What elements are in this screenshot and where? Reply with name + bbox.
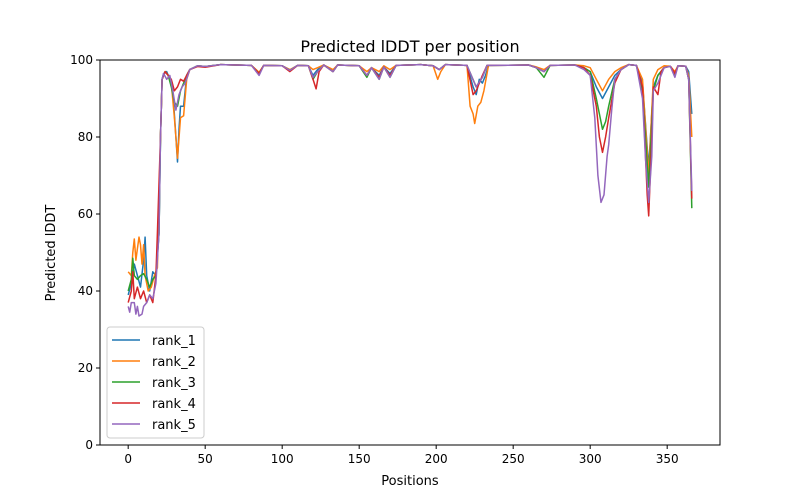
- x-tick-label: 150: [348, 452, 371, 466]
- x-tick-label: 250: [502, 452, 525, 466]
- x-tick-label: 0: [124, 452, 132, 466]
- x-tick-label: 300: [579, 452, 602, 466]
- x-tick-label: 350: [656, 452, 679, 466]
- y-tick-label: 40: [78, 284, 93, 298]
- legend: rank_1 rank_2 rank_3 rank_4 rank_5: [106, 326, 205, 439]
- y-tick-label: 20: [78, 361, 93, 375]
- x-tick-label: 200: [425, 452, 448, 466]
- series-line-rank_1: [127, 63, 693, 296]
- x-axis-label: Positions: [381, 474, 439, 489]
- chart-title: Predicted lDDT per position: [300, 37, 519, 56]
- legend-label: rank_1: [152, 334, 196, 349]
- series-line-rank_5: [127, 63, 693, 317]
- legend-label: rank_2: [152, 355, 196, 370]
- y-axis-label: Predicted lDDT: [44, 205, 59, 302]
- legend-label: rank_5: [152, 418, 196, 433]
- y-tick-label: 60: [78, 207, 93, 221]
- series-line-rank_4: [127, 63, 693, 304]
- plot-frame: [99, 59, 721, 446]
- series-line-rank_3: [127, 63, 693, 292]
- series-layer: [127, 63, 693, 317]
- ticks-layer: 0 50 100 150 200 250 300 350 0 20 40 60 80 100: [70, 53, 679, 466]
- y-tick-label: 80: [78, 130, 93, 144]
- y-tick-label: 100: [70, 53, 93, 67]
- legend-frame: [106, 326, 205, 439]
- legend-label: rank_4: [152, 397, 196, 412]
- y-tick-label: 0: [85, 438, 93, 452]
- x-tick-label: 100: [271, 452, 294, 466]
- x-tick-label: 50: [198, 452, 213, 466]
- legend-label: rank_3: [152, 376, 196, 391]
- series-line-rank_2: [127, 63, 693, 292]
